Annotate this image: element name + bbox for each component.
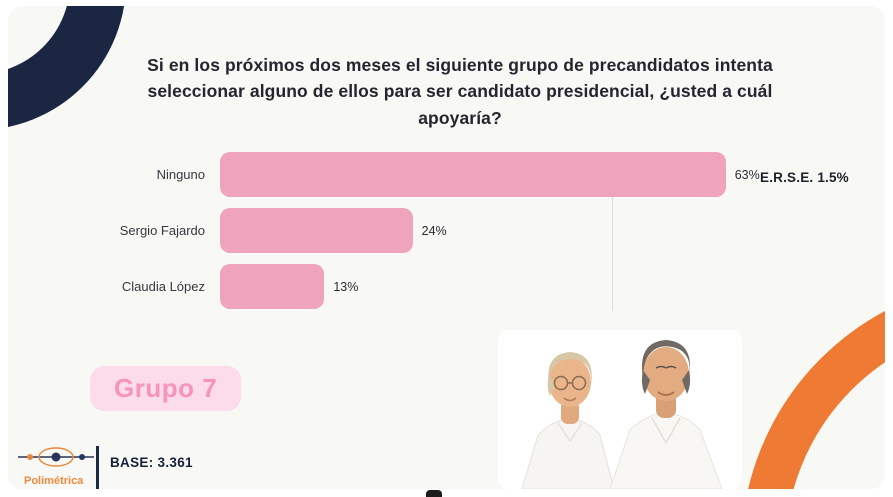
value-label: 63%: [734, 167, 760, 182]
category-label: Ninguno: [156, 167, 205, 182]
value-label: 13%: [333, 279, 359, 294]
vertical-gridline: [612, 197, 613, 310]
bottom-page-marker: [426, 490, 442, 497]
bar-track: 13%: [220, 264, 814, 309]
bar-ninguno: [220, 152, 726, 197]
chart-row: Ninguno 63%: [8, 152, 814, 197]
bar-sergio-fajardo: [220, 208, 413, 253]
bar-track: 63%: [220, 152, 814, 197]
chart-row: Sergio Fajardo 24%: [8, 208, 814, 253]
margin-of-error-label: E.R.S.E. 1.5%: [760, 170, 849, 185]
navy-crescent-decoration: [8, 6, 125, 127]
footer-divider: [96, 446, 99, 489]
polimetrica-logo-icon: [18, 447, 94, 467]
candidates-photo: [498, 330, 742, 489]
chart-row: Claudia López 13%: [8, 264, 814, 309]
claudia-figure: [521, 352, 615, 489]
category-label: Sergio Fajardo: [119, 223, 205, 238]
bar-claudia-lopez: [220, 264, 325, 309]
category-label: Claudia López: [121, 279, 205, 294]
bar-track: 24%: [220, 208, 814, 253]
base-label: BASE: 3.361: [110, 455, 193, 470]
poll-question-title: Si en los próximos dos meses el siguient…: [147, 55, 773, 128]
value-label: 24%: [421, 223, 447, 238]
slide-background: Si en los próximos dos meses el siguient…: [8, 6, 885, 489]
orange-crescent-decoration: [748, 311, 885, 489]
bar-chart: Ninguno 63% Sergio Fajardo 24% Claudia L…: [8, 152, 814, 320]
sergio-figure: [609, 340, 723, 489]
group-badge: Grupo 7: [90, 366, 242, 411]
brand-name: Polimétrica: [24, 475, 84, 487]
